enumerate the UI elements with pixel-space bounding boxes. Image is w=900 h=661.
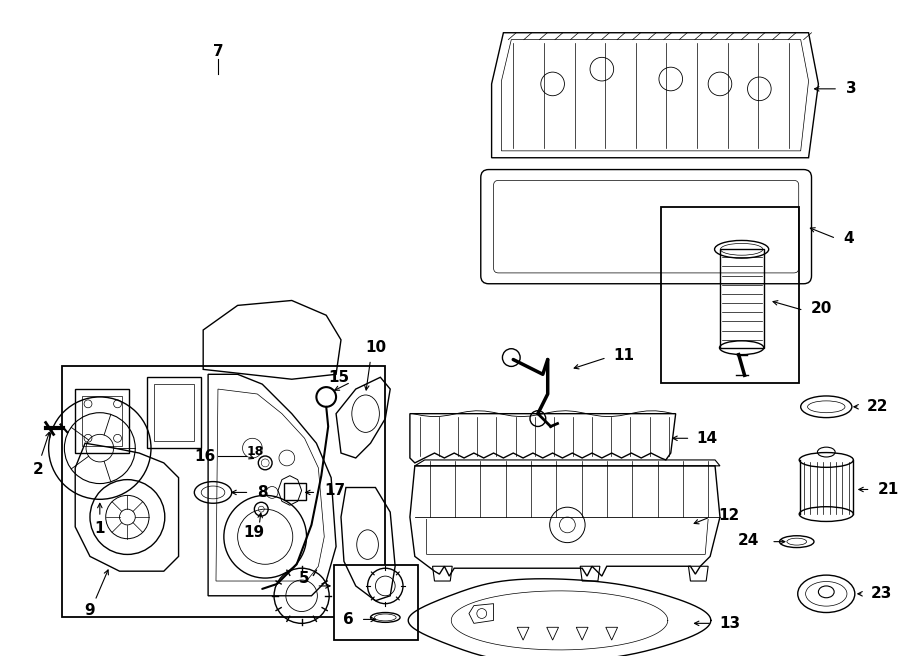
Bar: [720, 249, 764, 348]
Text: 9: 9: [85, 603, 95, 618]
Text: 7: 7: [212, 44, 223, 59]
Bar: [147, 377, 202, 448]
Bar: [76, 389, 130, 453]
Text: 3: 3: [846, 81, 857, 97]
Text: 14: 14: [697, 431, 717, 446]
Text: 17: 17: [324, 483, 346, 498]
Text: 21: 21: [878, 482, 899, 497]
Bar: [154, 384, 194, 442]
Text: 8: 8: [257, 485, 268, 500]
Bar: [284, 483, 306, 500]
Text: 11: 11: [614, 348, 634, 363]
Text: 22: 22: [867, 399, 888, 414]
Bar: [82, 396, 122, 446]
Text: 4: 4: [843, 231, 853, 246]
Text: 24: 24: [738, 533, 760, 548]
Text: 5: 5: [300, 570, 310, 586]
Text: 18: 18: [247, 445, 264, 457]
Text: 6: 6: [344, 612, 355, 627]
Text: 13: 13: [719, 616, 740, 631]
Text: 16: 16: [194, 449, 216, 463]
Text: 12: 12: [718, 508, 739, 523]
Text: 10: 10: [364, 340, 386, 355]
Bar: [61, 366, 385, 617]
Text: 20: 20: [811, 301, 832, 316]
Text: 2: 2: [32, 462, 43, 477]
Bar: [334, 564, 418, 640]
Text: 23: 23: [870, 586, 892, 602]
Bar: [662, 207, 798, 383]
Text: 1: 1: [94, 522, 105, 536]
Text: 15: 15: [328, 369, 349, 385]
Text: 19: 19: [243, 525, 264, 540]
